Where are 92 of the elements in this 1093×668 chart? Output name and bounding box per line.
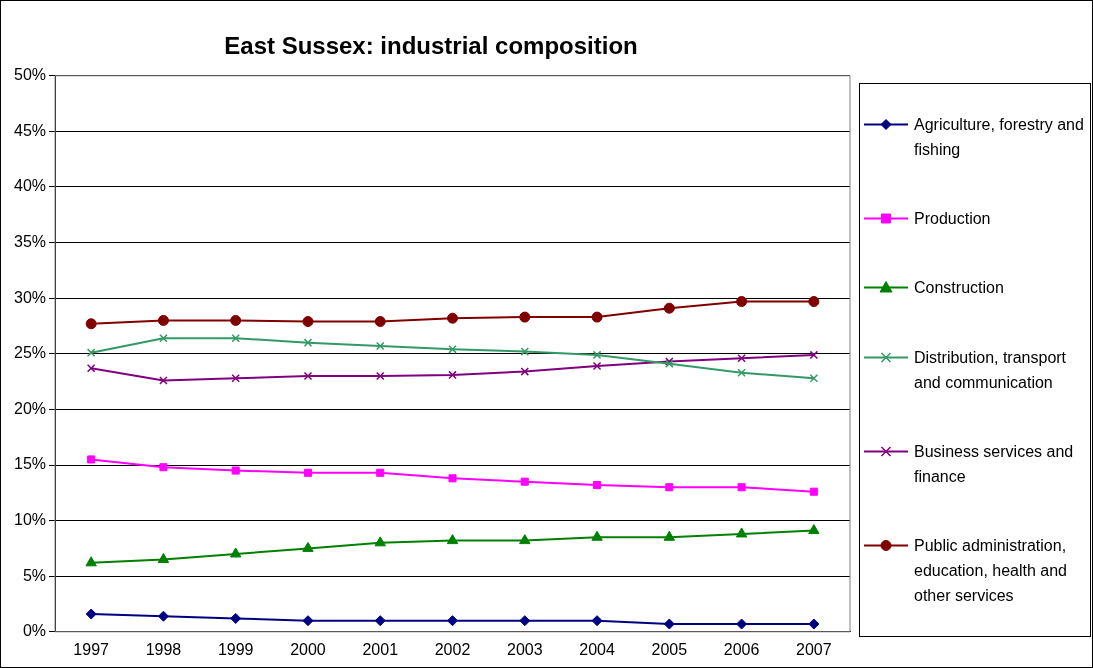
point	[737, 368, 746, 377]
point	[448, 474, 457, 483]
point	[303, 468, 313, 477]
point	[302, 615, 314, 627]
point	[159, 376, 168, 385]
point	[593, 480, 602, 490]
legend-label: Public administration, education, health and other services	[913, 535, 1068, 606]
point	[592, 350, 602, 360]
x-tick-label: 1998	[145, 640, 182, 658]
point	[86, 348, 96, 357]
point	[737, 353, 746, 363]
point	[736, 296, 748, 308]
x-tick-label: 2001	[362, 640, 399, 658]
point	[159, 463, 168, 472]
point	[809, 350, 819, 360]
x-tick-label: 2007	[796, 640, 832, 658]
y-tick-label: 50%	[13, 66, 47, 84]
point	[374, 316, 386, 328]
x-tick-label: 2004	[579, 640, 615, 658]
point	[519, 311, 531, 323]
point	[157, 553, 170, 564]
point	[448, 345, 457, 354]
y-tick-label: 40%	[13, 177, 47, 195]
point	[665, 483, 674, 492]
y-tick-label: 35%	[13, 233, 47, 251]
point	[447, 312, 459, 324]
point	[303, 371, 313, 381]
point	[448, 370, 457, 380]
point	[302, 541, 314, 552]
point	[159, 333, 168, 343]
point	[85, 608, 97, 620]
point	[808, 618, 820, 630]
point	[663, 618, 675, 630]
point	[230, 612, 242, 624]
y-tick-label: 15%	[13, 455, 47, 473]
y-tick-label: 45%	[13, 121, 47, 139]
y-tick-label: 10%	[13, 511, 47, 529]
point	[375, 371, 385, 381]
legend-label: Construction	[913, 278, 1004, 299]
point	[231, 333, 240, 343]
y-tick-label: 5%	[22, 566, 47, 584]
point	[374, 536, 386, 547]
point	[446, 534, 459, 545]
x-tick-label: 2002	[434, 640, 471, 658]
legend-label: Distribution, transport and communication	[913, 347, 1068, 393]
x-tick-label: 2003	[506, 640, 543, 658]
point	[230, 314, 242, 326]
legend-label: Agriculture, forestry and fishing	[913, 115, 1085, 161]
point	[231, 373, 240, 383]
point	[157, 610, 169, 622]
point	[737, 483, 746, 492]
x-tick-label: 1999	[217, 640, 254, 658]
y-tick-label: 25%	[13, 344, 47, 362]
legend-label: Business services and finance	[913, 441, 1075, 487]
point	[87, 455, 96, 464]
point	[591, 615, 603, 627]
point	[735, 527, 748, 538]
point	[520, 367, 530, 376]
point	[520, 477, 529, 486]
point	[808, 524, 820, 535]
point	[376, 468, 385, 477]
point	[663, 530, 676, 541]
y-tick-label: 20%	[13, 399, 47, 417]
point	[592, 361, 602, 371]
x-tick-label: 2005	[651, 640, 688, 658]
point	[157, 314, 169, 326]
point	[663, 302, 675, 314]
point	[85, 318, 97, 330]
point	[375, 341, 385, 351]
point	[447, 615, 459, 627]
point	[591, 311, 603, 323]
point	[519, 615, 531, 627]
y-tick-label: 30%	[13, 288, 47, 306]
point	[809, 487, 818, 496]
point	[374, 615, 386, 627]
point	[231, 466, 240, 475]
legend-label: Production	[913, 209, 991, 230]
chart-title: East Sussex: industrial composition	[224, 32, 638, 60]
point	[519, 534, 531, 545]
point	[808, 296, 820, 308]
point	[302, 316, 314, 328]
x-tick-label: 2006	[723, 640, 760, 658]
point	[303, 338, 313, 347]
x-tick-label: 2000	[290, 640, 326, 658]
point	[520, 347, 530, 356]
point	[85, 556, 97, 567]
point	[591, 530, 603, 541]
point	[86, 363, 96, 373]
y-tick-label: 0%	[22, 622, 47, 640]
x-tick-label: 1997	[73, 640, 110, 658]
point	[809, 373, 819, 383]
point	[230, 547, 242, 558]
